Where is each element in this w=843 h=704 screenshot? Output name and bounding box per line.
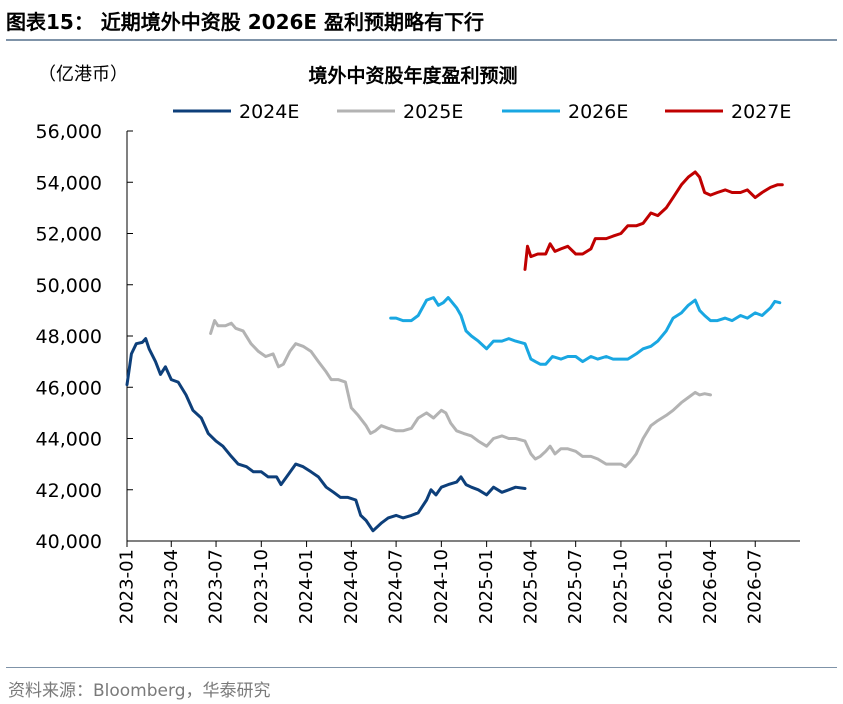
x-tick-label: 2023-10: [251, 549, 272, 624]
x-tick-label: 2025-01: [476, 549, 497, 624]
y-tick-label: 50,000: [36, 275, 102, 297]
y-tick-label: 56,000: [36, 121, 102, 143]
y-tick-label: 46,000: [36, 377, 102, 399]
y-tick-label: 48,000: [36, 326, 102, 348]
series-line-2026E: [389, 296, 782, 366]
x-tick-label: 2026-07: [745, 549, 766, 624]
y-tick-label: 54,000: [36, 172, 102, 194]
x-tick-label: 2023-01: [117, 549, 138, 624]
y-tick-label: 52,000: [36, 224, 102, 246]
series-line-2027E: [523, 170, 784, 271]
legend-label-2027E: 2027E: [731, 101, 791, 123]
figure-title: 图表15： 近期境外中资股 2026E 盈利预期略有下行: [6, 10, 485, 34]
series-line-2025E: [209, 319, 712, 469]
x-tick-label: 2024-04: [341, 549, 362, 624]
figure-header: 图表15： 近期境外中资股 2026E 盈利预期略有下行: [6, 4, 837, 38]
x-tick-label: 2025-10: [610, 549, 631, 624]
x-tick-label: 2025-04: [520, 549, 541, 624]
x-tick-label: 2025-07: [565, 549, 586, 624]
x-tick-label: 2026-01: [656, 549, 677, 624]
source-note: 资料来源：Bloomberg，华泰研究: [8, 681, 271, 701]
x-tick-label: 2026-04: [700, 549, 721, 624]
legend-label-2024E: 2024E: [239, 101, 299, 123]
legend-label-2025E: 2025E: [403, 101, 463, 123]
x-tick-label: 2024-10: [431, 549, 452, 624]
x-tick-label: 2023-07: [206, 549, 227, 624]
chart-title: 境外中资股年度盈利预测: [308, 64, 517, 87]
y-tick-label: 42,000: [36, 480, 102, 502]
unit-label: （亿港币）: [38, 64, 128, 85]
legend-label-2026E: 2026E: [568, 101, 628, 123]
header-rule: [6, 39, 837, 41]
y-tick-label: 40,000: [36, 531, 102, 553]
x-tick-label: 2023-04: [161, 549, 182, 624]
x-tick-label: 2024-01: [296, 549, 317, 624]
footer-rule: [6, 667, 837, 668]
y-tick-label: 44,000: [36, 429, 102, 451]
x-tick-label: 2024-07: [386, 549, 407, 624]
series-line-2024E: [125, 337, 527, 533]
